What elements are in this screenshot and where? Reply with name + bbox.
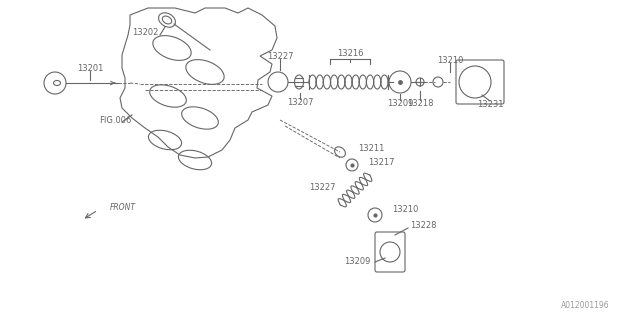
Text: 13209: 13209: [387, 99, 413, 108]
Text: 13209: 13209: [344, 258, 370, 267]
Text: 13211: 13211: [358, 143, 385, 153]
Text: 13217: 13217: [368, 157, 394, 166]
Text: 13210: 13210: [392, 205, 419, 214]
Text: 13228: 13228: [410, 220, 436, 229]
Text: FIG.006: FIG.006: [99, 116, 131, 124]
Text: 13218: 13218: [407, 99, 433, 108]
Text: 13227: 13227: [267, 52, 293, 60]
Text: 13207: 13207: [287, 98, 313, 107]
Text: 13202: 13202: [132, 28, 158, 36]
Text: 13216: 13216: [337, 49, 364, 58]
Text: 13201: 13201: [77, 63, 103, 73]
Text: 13231: 13231: [477, 100, 503, 108]
Text: A012001196: A012001196: [561, 300, 610, 309]
Text: 13227: 13227: [310, 182, 336, 191]
Text: 13210: 13210: [437, 55, 463, 65]
Text: FRONT: FRONT: [110, 204, 136, 212]
